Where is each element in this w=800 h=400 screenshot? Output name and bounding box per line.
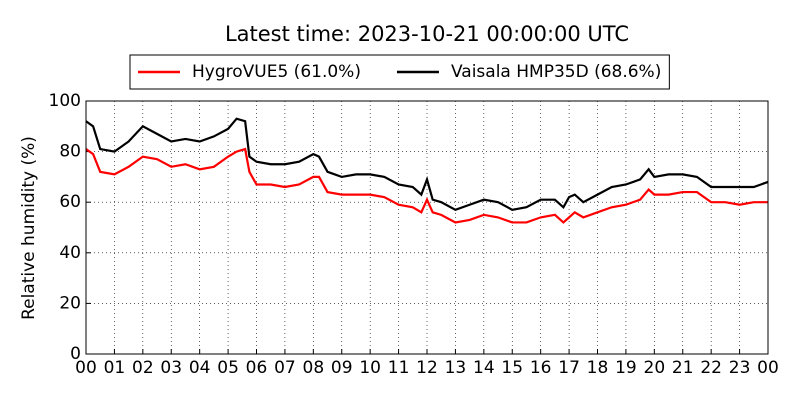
x-tick-label: 16 (530, 358, 552, 378)
series-line (85, 117, 769, 211)
x-tick-label: 01 (104, 358, 126, 378)
y-tick-label: 0 (70, 344, 81, 364)
plot-frame (85, 100, 769, 355)
legend-label: Vaisala HMP35D (68.6%) (451, 62, 661, 82)
y-tick-label: 100 (49, 91, 81, 111)
x-tick-label: 09 (331, 358, 353, 378)
x-tick-label: 22 (700, 358, 722, 378)
x-tick-label: 15 (501, 358, 523, 378)
chart-title: Latest time: 2023-10-21 00:00:00 UTC (225, 22, 629, 46)
legend: HygroVUE5 (61.0%) Vaisala HMP35D (68.6%) (129, 54, 670, 90)
x-tick-label: 00 (757, 358, 779, 378)
x-tick-label: 23 (729, 358, 751, 378)
y-tick-label: 80 (59, 142, 81, 162)
x-tick-label: 10 (359, 358, 381, 378)
y-axis-label: Relative humidity (%) (19, 136, 39, 320)
x-tick-label: 06 (246, 358, 268, 378)
x-tick-label: 14 (473, 358, 495, 378)
x-tick-label: 04 (189, 358, 211, 378)
x-tick-label: 18 (587, 358, 609, 378)
y-tick-label: 60 (59, 192, 81, 212)
x-tick-label: 02 (132, 358, 154, 378)
x-tick-label: 11 (388, 358, 410, 378)
x-tick-label: 20 (644, 358, 666, 378)
x-tick-label: 00 (75, 358, 97, 378)
x-tick-label: 19 (615, 358, 637, 378)
series-line (85, 147, 768, 224)
x-tick-label: 13 (445, 358, 467, 378)
legend-label: HygroVUE5 (61.0%) (192, 62, 361, 82)
y-tick-label: 20 (59, 293, 81, 313)
x-tick-label: 03 (160, 358, 182, 378)
x-tick-label: 12 (416, 358, 438, 378)
x-tick-label: 07 (274, 358, 296, 378)
x-tick-label: 17 (558, 358, 580, 378)
y-tick-label: 40 (59, 243, 81, 263)
x-tick-label: 08 (303, 358, 325, 378)
x-tick-label: 05 (217, 358, 239, 378)
x-tick-label: 21 (672, 358, 694, 378)
